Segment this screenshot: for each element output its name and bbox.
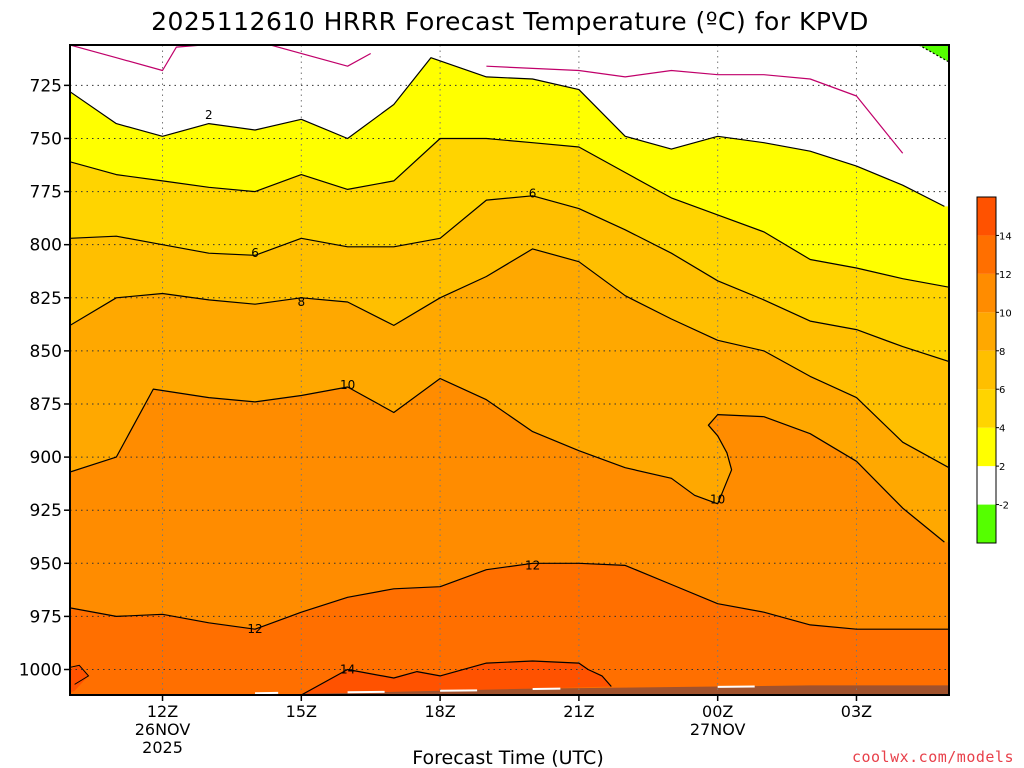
colorbar-label: -2 xyxy=(999,501,1009,512)
left-edge-warm-patch xyxy=(70,665,89,693)
contour-label: 6 xyxy=(251,246,259,260)
colorbar-swatch xyxy=(977,427,996,467)
band-12-to-14 xyxy=(70,563,949,695)
y-tick-label: 800 xyxy=(30,236,62,256)
colorbar-swatch xyxy=(977,235,996,274)
contour-label: 2 xyxy=(205,108,213,122)
colorbar-swatch xyxy=(977,273,996,313)
x-tick-label: 15Z xyxy=(286,702,317,721)
colorbar-label: 10 xyxy=(999,308,1012,319)
contour-line-14 xyxy=(301,660,612,695)
y-tick-label: 825 xyxy=(30,289,62,309)
colorbar-label: 4 xyxy=(999,424,1005,435)
contour-label: 6 xyxy=(529,187,537,201)
x-tick-label: 00Z xyxy=(702,702,733,721)
y-tick-label: 925 xyxy=(30,501,62,521)
contour-lines xyxy=(70,45,949,695)
plot-area xyxy=(70,45,949,695)
x-tick-label: 2025 xyxy=(142,738,183,757)
chart-title: 2025112610 HRRR Forecast Temperature (ºC… xyxy=(151,7,869,36)
colorbar-label: 8 xyxy=(999,347,1005,358)
y-tick-label: 750 xyxy=(30,129,62,149)
x-tick-label: 21Z xyxy=(563,702,594,721)
contour-labels: 2 6 6 8 10 10 12 12 14 xyxy=(205,108,725,677)
colorbar-swatch xyxy=(977,350,996,390)
colorbar-swatch xyxy=(977,504,996,543)
band-above-14 xyxy=(301,661,612,695)
y-tick-label: 850 xyxy=(30,342,62,362)
colorbar-swatch xyxy=(977,466,996,505)
contour-line-2 xyxy=(70,57,945,207)
y-tick-label: 1000 xyxy=(19,661,62,681)
y-tick-label: 900 xyxy=(30,448,62,468)
x-tick-label: 27NOV xyxy=(690,720,746,739)
contour-label: 14 xyxy=(340,663,355,677)
contour-line-0 xyxy=(486,65,904,154)
contour-line-6 xyxy=(70,195,949,363)
x-tick-label: 18Z xyxy=(424,702,455,721)
x-axis-title: Forecast Time (UTC) xyxy=(412,747,603,768)
contour-label: 12 xyxy=(525,558,540,572)
contour-label: 8 xyxy=(297,295,305,309)
colorbar-swatch xyxy=(977,197,996,236)
colorbar: -2 2 4 6 8 10 12 14 xyxy=(976,196,1012,544)
x-tick-label: 12Z xyxy=(147,702,178,721)
contour-label: 12 xyxy=(247,622,262,636)
colorbar-swatch xyxy=(977,312,996,351)
y-tick-label: 950 xyxy=(30,554,62,574)
y-tick-label: 875 xyxy=(30,395,62,415)
y-axis: 725 750 775 800 825 850 875 900 925 950 975 1000 xyxy=(19,76,70,681)
green-patch-border xyxy=(918,45,949,63)
contour-label: 10 xyxy=(340,378,355,392)
x-tick-label: 26NOV xyxy=(135,720,191,739)
y-tick-label: 975 xyxy=(30,607,62,627)
contour-line-8 xyxy=(70,248,949,469)
ground-fill xyxy=(70,685,949,695)
colorbar-label: 2 xyxy=(999,462,1005,473)
grid-lines xyxy=(70,45,949,695)
y-tick-label: 725 xyxy=(30,76,62,96)
colorbar-label: 6 xyxy=(999,385,1005,396)
x-tick-label: 03Z xyxy=(841,702,872,721)
contour-line-12 xyxy=(70,562,949,630)
y-tick-label: 775 xyxy=(30,183,62,203)
contour-label: 10 xyxy=(710,493,725,507)
left-edge-warm-patch-outline xyxy=(70,664,90,685)
colorbar-label: 12 xyxy=(999,270,1012,281)
plot-frame xyxy=(69,44,950,696)
contour-line-4 xyxy=(70,137,949,288)
colorbar-label: 14 xyxy=(999,231,1012,242)
credit-text: coolwx.com/models xyxy=(851,748,1014,766)
contour-line--2 xyxy=(70,45,371,72)
colorbar-swatch xyxy=(977,389,996,428)
colorbar-frame xyxy=(976,196,997,544)
contour-line-10 xyxy=(70,377,945,543)
